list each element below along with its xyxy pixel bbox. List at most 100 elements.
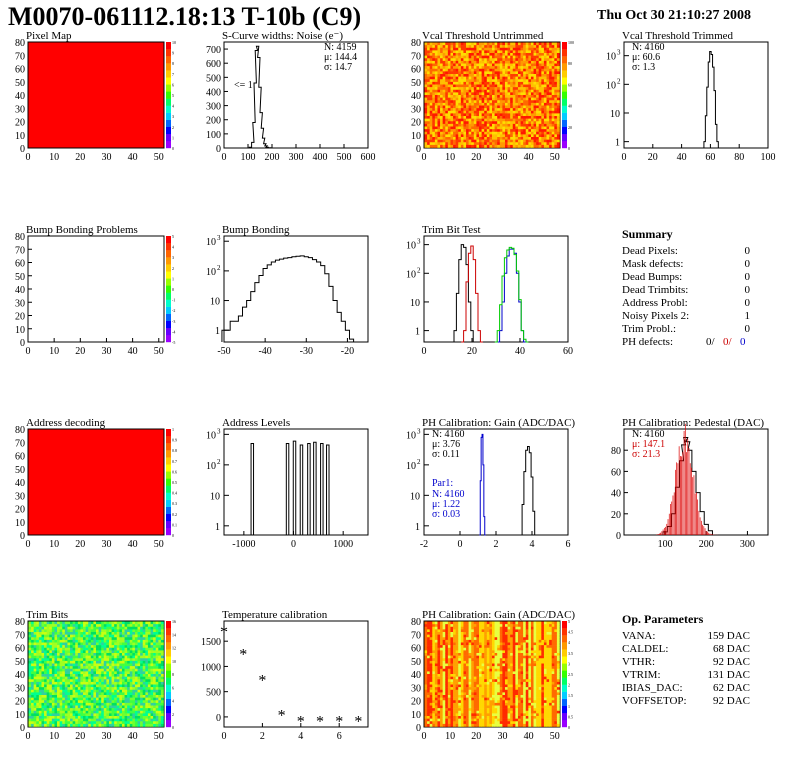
heatmap-cell: [59, 626, 63, 630]
heatmap-cell: [484, 95, 488, 98]
heatmap-cell: [103, 637, 107, 641]
heatmap-cell: [57, 708, 60, 712]
heatmap-cell: [155, 621, 159, 625]
heatmap-cell: [59, 716, 63, 719]
heatmap-cell: [447, 108, 451, 112]
heatmap-cell: [116, 632, 120, 635]
heatmap-cell: [142, 666, 146, 670]
heatmap-cell: [75, 718, 79, 722]
heatmap-cell: [499, 50, 503, 54]
heatmap-cell: [445, 66, 449, 70]
heatmap-cell: [533, 45, 537, 49]
heatmap-cell: [80, 674, 84, 677]
heatmap-cell: [140, 713, 144, 717]
heatmap-cell: [502, 63, 506, 67]
heatmap-cell: [44, 695, 47, 698]
heatmap-cell: [432, 142, 436, 146]
x-tick-label: 10: [49, 731, 59, 742]
heatmap-cell: [492, 108, 495, 112]
palette-tick-label: 4: [172, 104, 174, 109]
heatmap-cell: [434, 626, 438, 630]
heatmap-cell: [481, 108, 485, 112]
x-tick-label: 10: [49, 152, 59, 163]
heatmap-cell: [517, 113, 521, 117]
heatmap-cell: [54, 663, 58, 667]
heatmap-cell: [468, 55, 472, 59]
heatmap-cell: [458, 137, 462, 140]
heatmap-cell: [96, 705, 99, 709]
heatmap-cell: [437, 144, 441, 148]
heatmap-cell: [442, 89, 446, 93]
heatmap-cell: [434, 650, 438, 654]
heatmap-cell: [432, 702, 436, 706]
heatmap-cell: [489, 84, 493, 88]
heatmap-cell: [536, 92, 540, 96]
heatmap-cell: [111, 642, 115, 646]
heatmap-cell: [450, 58, 454, 62]
heatmap-cell: [93, 663, 97, 667]
heatmap-cell: [51, 624, 55, 628]
heatmap-cell: [85, 679, 89, 683]
heatmap-cell: [424, 47, 428, 51]
heatmap-cell: [437, 647, 441, 651]
palette-swatch: [166, 320, 171, 329]
heatmap-cell: [543, 58, 547, 62]
heatmap-cell: [556, 50, 560, 54]
heatmap-cell: [51, 679, 55, 683]
heatmap-cell: [427, 108, 430, 112]
heatmap-cell: [147, 658, 151, 662]
heatmap-cell: [145, 650, 149, 654]
heatmap-cell: [536, 95, 540, 98]
heatmap-cell: [424, 89, 428, 93]
heatmap-cell: [121, 723, 125, 727]
heatmap-cell: [458, 100, 462, 104]
heatmap-cell: [83, 697, 86, 701]
heatmap-cell: [36, 718, 40, 722]
heatmap-cell: [429, 53, 433, 56]
heatmap-cell: [499, 53, 503, 56]
heatmap-cell: [432, 653, 436, 656]
heatmap-cell: [512, 113, 516, 117]
heatmap-cell: [121, 713, 125, 717]
heatmap-cell: [145, 713, 149, 717]
heatmap-cell: [111, 708, 115, 712]
heatmap-cell: [140, 634, 144, 638]
heatmap-cell: [476, 84, 480, 88]
heatmap-cell: [427, 650, 430, 654]
heatmap-cell: [507, 121, 511, 125]
heatmap-cell: [530, 50, 534, 54]
heatmap-cell: [546, 126, 550, 130]
heatmap-cell: [116, 639, 120, 643]
heatmap-cell: [424, 95, 428, 98]
heatmap-cell: [98, 629, 102, 633]
heatmap-cell: [36, 637, 40, 641]
heatmap-cell: [427, 53, 430, 56]
y-tick-label: 10: [15, 325, 25, 336]
heatmap-cell: [517, 63, 521, 67]
heatmap-cell: [432, 637, 436, 641]
heatmap-cell: [463, 60, 467, 64]
heatmap-cell: [83, 692, 86, 696]
heatmap-cell: [54, 718, 58, 722]
heatmap-cell: [41, 708, 45, 712]
heatmap-cell: [497, 81, 501, 85]
heatmap-cell: [486, 100, 490, 104]
heatmap-cell: [51, 705, 55, 709]
palette-tick-label: 40: [568, 104, 572, 109]
heatmap-cell: [458, 110, 462, 114]
scatter-point: *: [258, 673, 266, 690]
heatmap-cell: [80, 687, 84, 691]
heatmap-cell: [468, 58, 472, 62]
heatmap-cell: [437, 650, 441, 654]
heatmap-cell: [127, 710, 131, 714]
heatmap-cell: [72, 721, 76, 725]
heatmap-cell: [101, 626, 105, 630]
heatmap-cell: [515, 118, 519, 122]
heatmap-cell: [62, 718, 66, 722]
heatmap-cell: [83, 716, 86, 719]
palette-swatch: [166, 684, 171, 692]
heatmap-cell: [33, 637, 37, 641]
heatmap-cell: [543, 100, 547, 104]
